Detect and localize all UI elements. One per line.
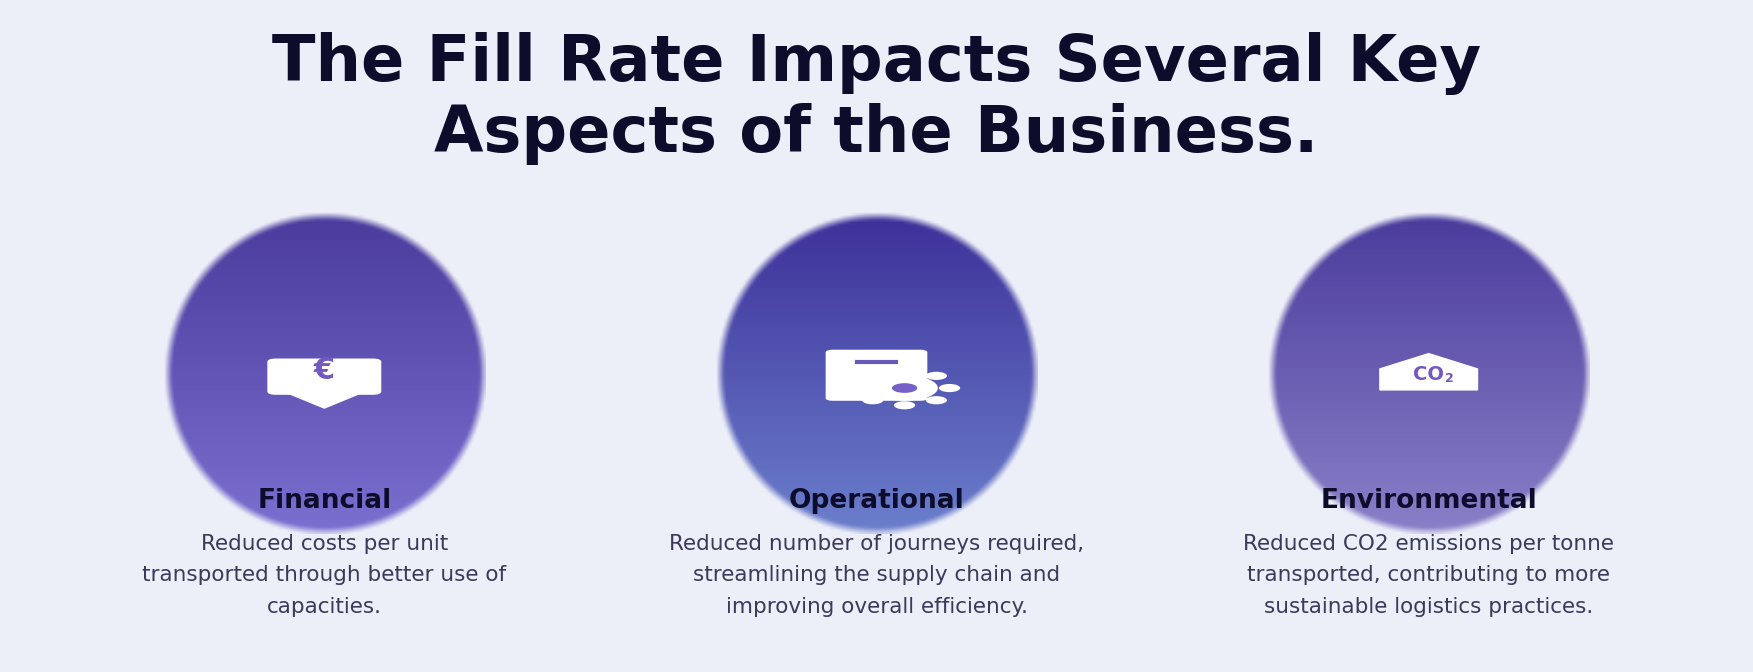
Text: The Fill Rate Impacts Several Key: The Fill Rate Impacts Several Key bbox=[272, 32, 1481, 95]
Circle shape bbox=[926, 372, 947, 380]
Circle shape bbox=[894, 401, 915, 409]
Text: Aspects of the Business.: Aspects of the Business. bbox=[435, 103, 1318, 165]
Circle shape bbox=[894, 367, 915, 375]
Text: Environmental: Environmental bbox=[1320, 488, 1537, 513]
Circle shape bbox=[871, 375, 938, 401]
FancyBboxPatch shape bbox=[266, 359, 380, 395]
Circle shape bbox=[862, 372, 884, 380]
Circle shape bbox=[926, 396, 947, 405]
Text: Operational: Operational bbox=[789, 488, 964, 513]
Text: Reduced costs per unit
transported through better use of
capacities.: Reduced costs per unit transported throu… bbox=[142, 534, 507, 617]
Text: €: € bbox=[314, 355, 335, 384]
Text: CO: CO bbox=[1413, 366, 1444, 384]
Text: Reduced number of journeys required,
streamlining the supply chain and
improving: Reduced number of journeys required, str… bbox=[670, 534, 1083, 617]
Text: 2: 2 bbox=[1444, 372, 1453, 384]
Polygon shape bbox=[284, 391, 365, 408]
Polygon shape bbox=[1380, 353, 1478, 390]
Text: Reduced CO2 emissions per tonne
transported, contributing to more
sustainable lo: Reduced CO2 emissions per tonne transpor… bbox=[1243, 534, 1615, 617]
Circle shape bbox=[848, 384, 869, 392]
Text: Financial: Financial bbox=[258, 488, 391, 513]
Circle shape bbox=[892, 383, 917, 393]
Circle shape bbox=[940, 384, 961, 392]
FancyBboxPatch shape bbox=[826, 349, 927, 401]
Circle shape bbox=[862, 396, 884, 405]
